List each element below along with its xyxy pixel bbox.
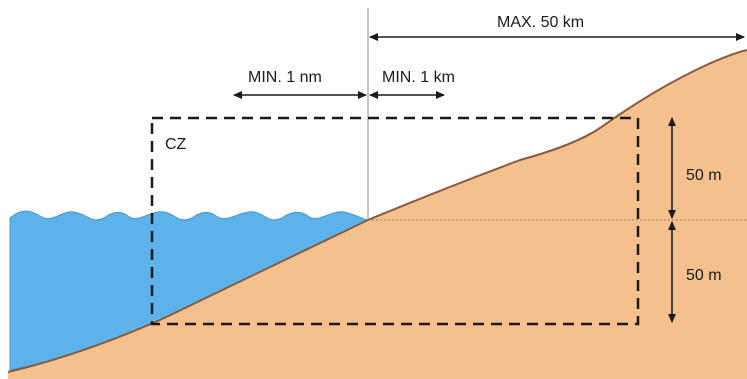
min-seaward-label: MIN. 1 nm [248,69,322,86]
coastal-zone-box [150,116,640,326]
sea-area [9,210,370,371]
min-landward-label: MIN. 1 km [382,69,455,86]
max-distance-label: MAX. 50 km [497,14,584,31]
height-below-label: 50 m [686,267,722,284]
land-surface-line [7,49,747,373]
zone-label: CZ [165,136,187,153]
height-above-label: 50 m [686,167,722,184]
land-area [8,50,747,379]
